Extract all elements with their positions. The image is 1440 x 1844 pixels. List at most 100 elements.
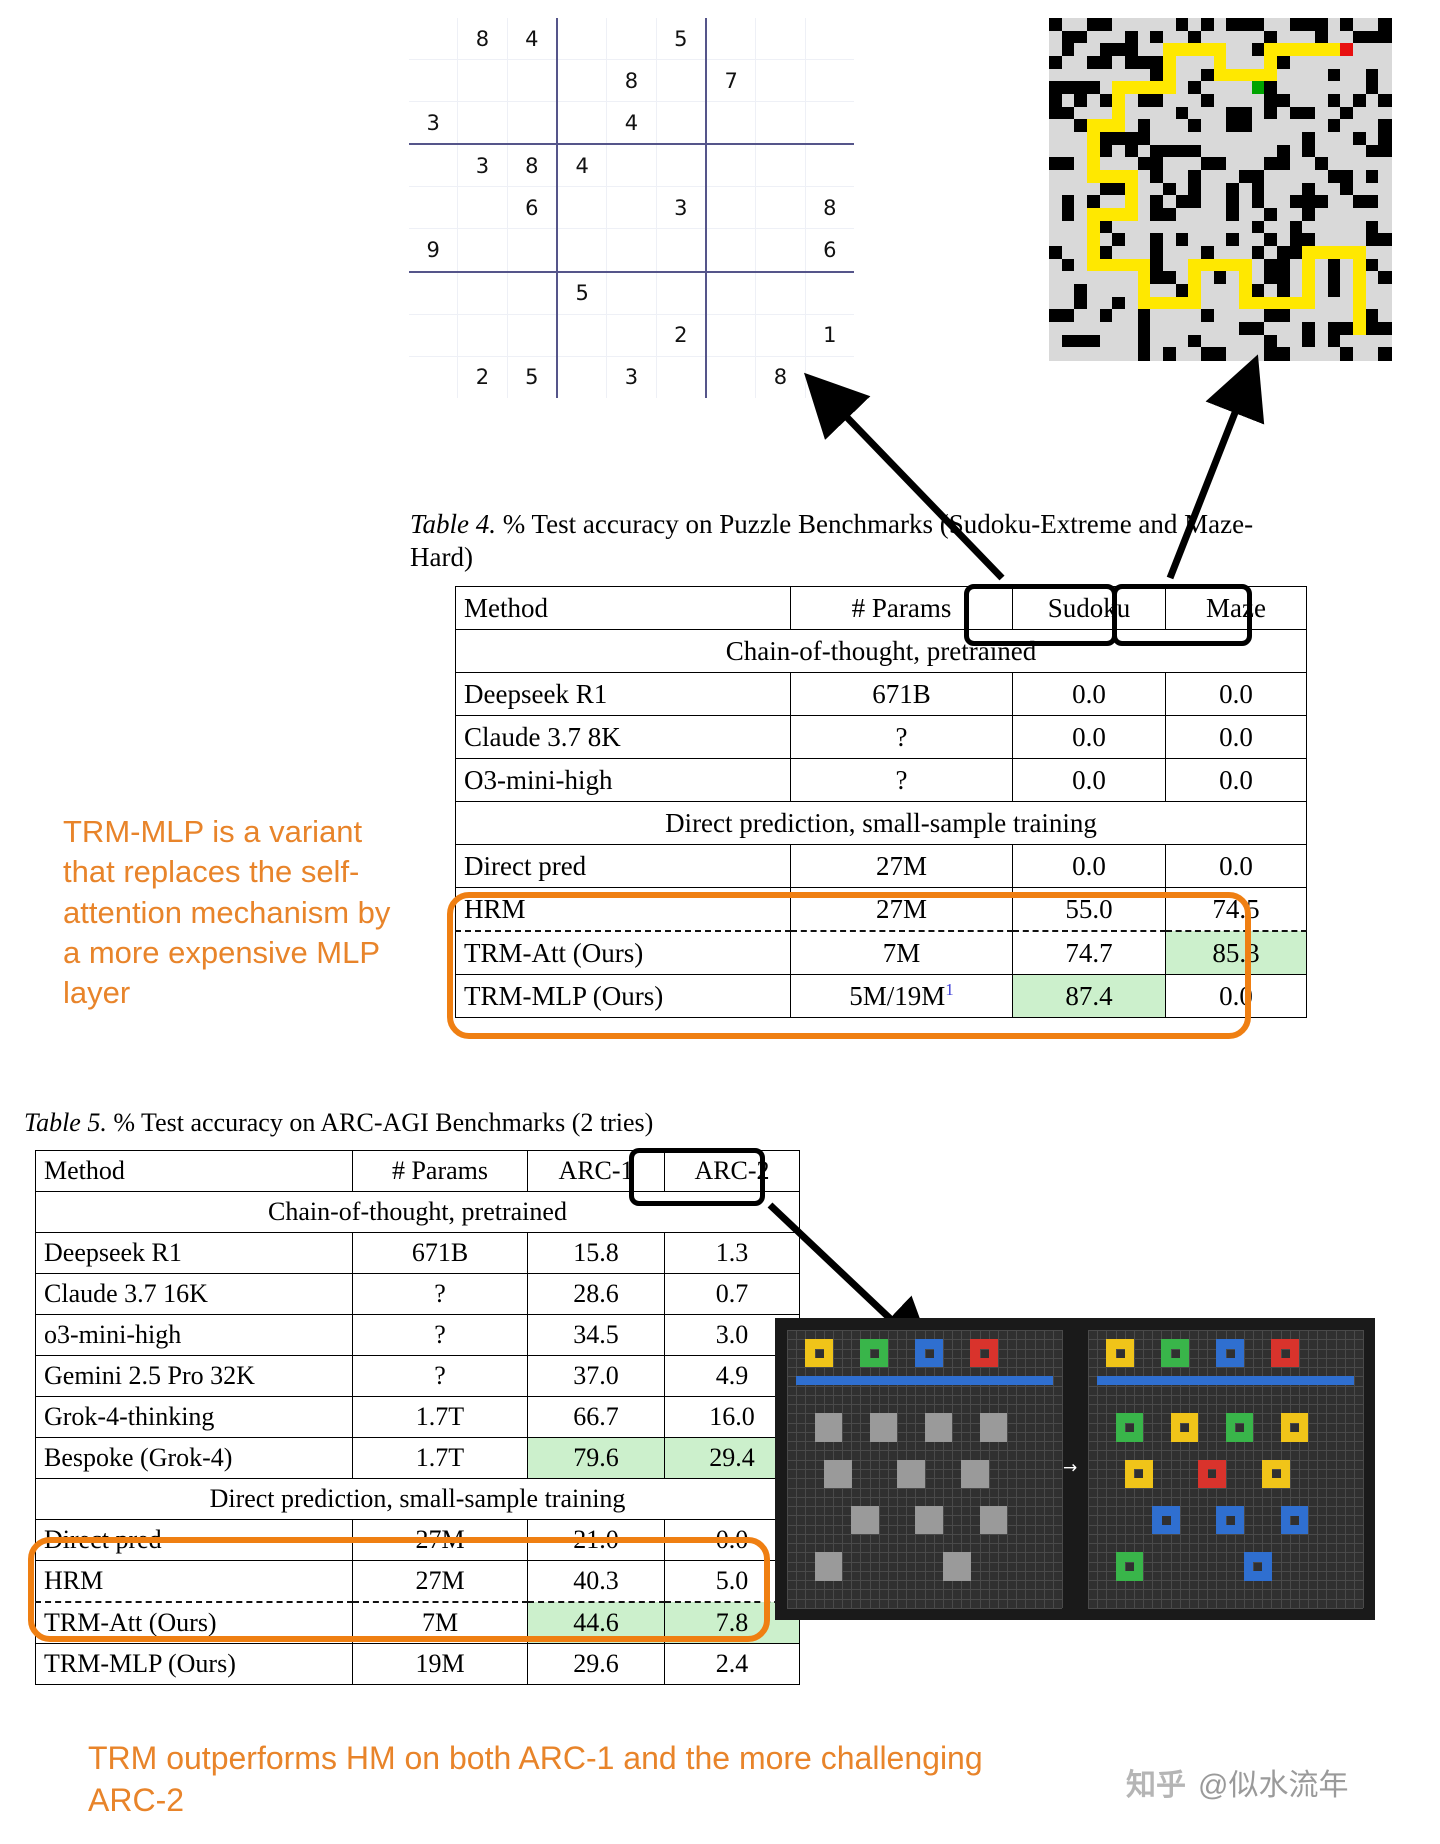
sudoku-cell[interactable] xyxy=(556,355,608,398)
table4-cell-sudoku: 74.7 xyxy=(1012,930,1166,975)
sudoku-cell[interactable] xyxy=(556,313,608,357)
sudoku-cell[interactable] xyxy=(606,143,657,188)
maze-wall-cell xyxy=(1112,132,1126,146)
sudoku-cell[interactable] xyxy=(556,186,608,230)
sudoku-cell[interactable] xyxy=(506,228,558,273)
sudoku-cell[interactable] xyxy=(755,313,806,357)
sudoku-cell[interactable] xyxy=(804,271,854,315)
sudoku-cell[interactable] xyxy=(556,101,608,146)
sudoku-cell[interactable] xyxy=(705,186,757,230)
sudoku-cell[interactable]: 8 xyxy=(457,18,508,61)
sudoku-cell[interactable]: 7 xyxy=(705,59,757,103)
sudoku-cell[interactable]: 5 xyxy=(556,271,608,315)
sudoku-cell[interactable] xyxy=(506,313,558,357)
sudoku-cell[interactable] xyxy=(705,271,757,315)
sudoku-cell[interactable]: 5 xyxy=(655,18,707,61)
maze-wall-cell xyxy=(1188,334,1202,348)
sudoku-cell[interactable] xyxy=(755,18,806,61)
sudoku-cell[interactable] xyxy=(457,101,508,146)
sudoku-cell[interactable] xyxy=(804,143,854,188)
sudoku-cell[interactable] xyxy=(755,101,806,146)
sudoku-cell[interactable] xyxy=(556,59,608,103)
sudoku-cell[interactable] xyxy=(457,271,508,315)
sudoku-cell[interactable] xyxy=(755,228,806,273)
sudoku-cell[interactable] xyxy=(506,101,558,146)
sudoku-cell[interactable] xyxy=(655,271,707,315)
sudoku-cell[interactable] xyxy=(804,101,854,146)
sudoku-cell[interactable] xyxy=(556,228,608,273)
sudoku-cell[interactable]: 8 xyxy=(804,186,854,230)
sudoku-cell[interactable] xyxy=(606,313,657,357)
sudoku-cell[interactable]: 5 xyxy=(506,355,558,398)
maze-path-cell xyxy=(1112,208,1126,222)
sudoku-cell[interactable] xyxy=(705,228,757,273)
maze-path-cell xyxy=(1302,271,1316,285)
sudoku-cell[interactable] xyxy=(655,143,707,188)
sudoku-cell[interactable] xyxy=(755,186,806,230)
sudoku-cell[interactable]: 8 xyxy=(606,59,657,103)
arc-cell xyxy=(823,1422,834,1433)
maze-open-cell xyxy=(1340,144,1354,158)
sudoku-cell[interactable] xyxy=(556,18,608,61)
sudoku-cell[interactable]: 6 xyxy=(506,186,558,230)
sudoku-cell[interactable] xyxy=(457,186,508,230)
sudoku-cell[interactable]: 6 xyxy=(804,228,854,273)
sudoku-cell[interactable] xyxy=(755,271,806,315)
sudoku-cell[interactable] xyxy=(409,143,459,188)
maze-wall-cell xyxy=(1277,347,1291,361)
sudoku-cell[interactable] xyxy=(506,271,558,315)
sudoku-cell[interactable] xyxy=(804,355,854,398)
sudoku-cell[interactable] xyxy=(606,186,657,230)
arc-gridline xyxy=(1016,1330,1018,1608)
sudoku-cell[interactable] xyxy=(705,355,757,398)
sudoku-cell[interactable] xyxy=(705,18,757,61)
sudoku-cell[interactable]: 4 xyxy=(506,18,558,61)
sudoku-cell[interactable]: 4 xyxy=(556,143,608,188)
sudoku-cell[interactable] xyxy=(457,228,508,273)
sudoku-cell[interactable] xyxy=(409,186,459,230)
maze-wall-cell xyxy=(1226,182,1240,196)
sudoku-cell[interactable]: 8 xyxy=(506,143,558,188)
sudoku-cell[interactable] xyxy=(457,313,508,357)
sudoku-cell[interactable]: 1 xyxy=(804,313,854,357)
sudoku-cell[interactable]: 3 xyxy=(655,186,707,230)
sudoku-cell[interactable] xyxy=(655,355,707,398)
sudoku-cell[interactable] xyxy=(506,59,558,103)
sudoku-cell[interactable] xyxy=(409,59,459,103)
sudoku-cell[interactable]: 4 xyxy=(606,101,657,146)
sudoku-cell[interactable] xyxy=(409,271,459,315)
sudoku-cell[interactable] xyxy=(606,228,657,273)
sudoku-cell[interactable] xyxy=(705,313,757,357)
maze-open-cell xyxy=(1315,284,1329,298)
maze-open-cell xyxy=(1099,106,1113,120)
sudoku-cell[interactable] xyxy=(804,18,854,61)
sudoku-cell[interactable] xyxy=(606,18,657,61)
sudoku-cell[interactable] xyxy=(655,59,707,103)
sudoku-cell[interactable]: 3 xyxy=(409,101,459,146)
sudoku-cell[interactable]: 2 xyxy=(457,355,508,398)
sudoku-cell[interactable] xyxy=(804,59,854,103)
maze-open-cell xyxy=(1251,132,1265,146)
sudoku-cell[interactable] xyxy=(409,313,459,357)
sudoku-cell[interactable] xyxy=(409,355,459,398)
sudoku-cell[interactable] xyxy=(409,18,459,61)
sudoku-cell[interactable]: 3 xyxy=(606,355,657,398)
table5-cell-method: Deepseek R1 xyxy=(35,1232,353,1274)
sudoku-cell[interactable] xyxy=(606,271,657,315)
maze-wall-cell xyxy=(1251,220,1265,234)
sudoku-cell[interactable]: 9 xyxy=(409,228,459,273)
maze-open-cell xyxy=(1125,246,1139,260)
sudoku-cell[interactable] xyxy=(755,143,806,188)
maze-open-cell xyxy=(1163,119,1177,133)
sudoku-cell[interactable] xyxy=(705,143,757,188)
sudoku-cell[interactable]: 8 xyxy=(755,355,806,398)
sudoku-cell[interactable] xyxy=(655,101,707,146)
sudoku-cell[interactable] xyxy=(705,101,757,146)
sudoku-cell[interactable]: 2 xyxy=(655,313,707,357)
maze-open-cell xyxy=(1150,182,1164,196)
sudoku-cell[interactable] xyxy=(655,228,707,273)
sudoku-cell[interactable] xyxy=(755,59,806,103)
sudoku-cell[interactable]: 3 xyxy=(457,143,508,188)
sudoku-cell[interactable] xyxy=(457,59,508,103)
maze-open-cell xyxy=(1277,170,1291,184)
